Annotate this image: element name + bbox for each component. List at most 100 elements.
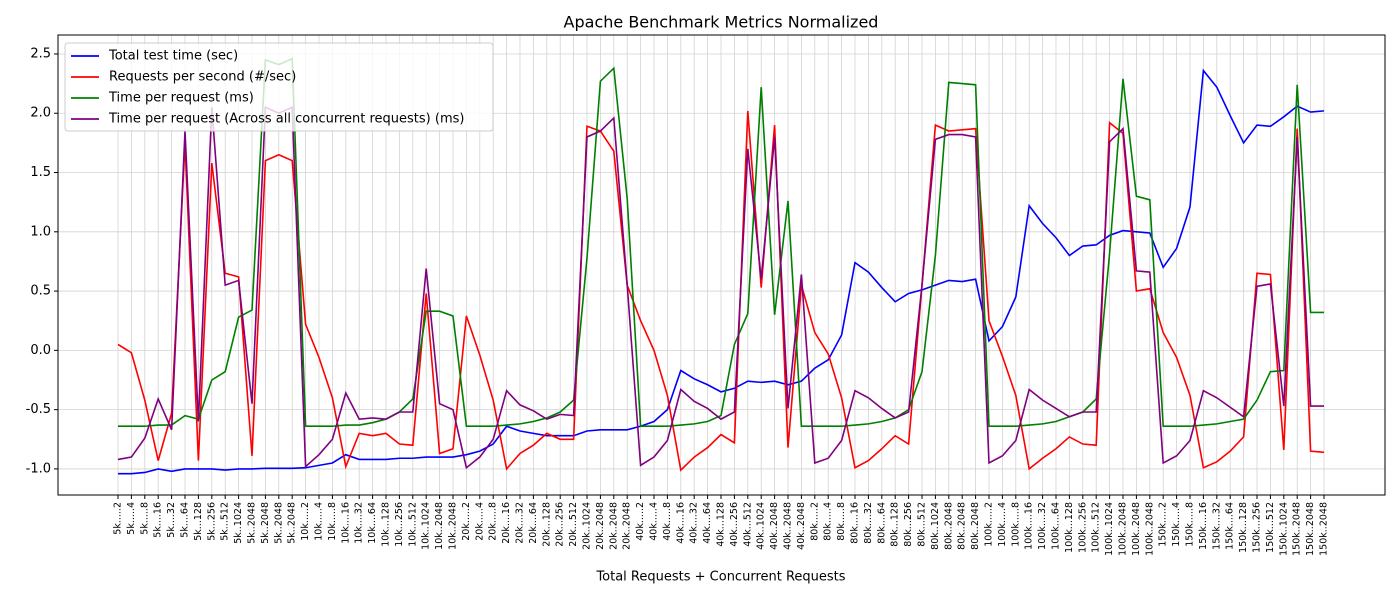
x-tick-label: 5k..2048 [260, 502, 271, 544]
x-axis-label: Total Requests + Concurrent Requests [595, 570, 845, 585]
x-tick-label: 40k..2048 [783, 502, 794, 550]
x-tick-label: 5k...512 [220, 502, 231, 541]
y-tick-label: 0.5 [30, 284, 51, 299]
x-tick-label: 5k...256 [206, 502, 217, 541]
x-tick-label: 40k...256 [729, 502, 740, 547]
series-line [118, 57, 1324, 428]
x-tick-label: 20k..2048 [622, 502, 633, 550]
x-tick-label: 100k....32 [1037, 502, 1048, 550]
x-tick-label: 40k....16 [675, 502, 686, 544]
x-tick-label: 20k.....8 [488, 502, 499, 541]
x-tick-label: 5k.....8 [139, 502, 150, 535]
x-tick-label: 40k....64 [702, 502, 713, 544]
legend-label: Time per request (ms) [108, 91, 254, 106]
y-tick-label: 2.5 [30, 46, 51, 61]
x-tick-label: 150k....64 [1225, 502, 1236, 550]
x-tick-label: 100k..2048 [1118, 502, 1129, 556]
x-tick-label: 80k..2048 [970, 502, 981, 550]
x-tick-label: 10k...256 [394, 502, 405, 547]
x-tick-label: 100k.....4 [997, 502, 1008, 547]
plot-frame [57, 34, 1386, 496]
y-tick-label: -0.5 [26, 402, 51, 417]
chart-title: Apache Benchmark Metrics Normalized [564, 13, 879, 32]
x-tick-label: 150k..1024 [1278, 502, 1289, 556]
legend-box [64, 42, 494, 132]
series-line [118, 68, 1325, 475]
x-tick-label: 80k..1024 [930, 502, 941, 550]
x-tick-label: 10k..2048 [434, 502, 445, 550]
x-tick-label: 10k.....8 [327, 502, 338, 541]
x-tick-label: 5k..1024 [233, 502, 244, 544]
x-tick-label: 5k....64 [180, 502, 191, 538]
x-tick-label: 5k..2048 [273, 502, 284, 544]
x-tick-label: 10k...128 [381, 502, 392, 547]
x-tick-label: 150k.....4 [1171, 502, 1182, 547]
x-tick-label: 5k.....4 [126, 502, 137, 535]
x-tick-label: 80k...512 [917, 502, 928, 547]
x-tick-label: 150k...128 [1238, 502, 1249, 553]
x-tick-label: 150k...512 [1265, 502, 1276, 553]
x-tick-label: 150k..2048 [1305, 502, 1316, 556]
x-tick-label: 100k...128 [1064, 502, 1075, 553]
x-tick-label: 80k....64 [876, 502, 887, 544]
x-tick-label: 20k.....4 [474, 502, 485, 541]
x-tick-label: 20k....64 [528, 502, 539, 544]
x-tick-label: 100k.....8 [1010, 502, 1021, 547]
x-tick-label: 80k..2048 [943, 502, 954, 550]
x-tick-label: 150k...256 [1252, 502, 1263, 553]
y-tick-label: 2.0 [30, 106, 51, 121]
x-tick-label: 5k.....2 [113, 502, 124, 535]
x-tick-label: 20k....16 [501, 502, 512, 544]
x-tick-label: 20k..2048 [608, 502, 619, 550]
y-tick-label: 1.0 [30, 224, 51, 239]
x-tick-label: 80k....32 [863, 502, 874, 544]
x-tick-label: 40k....32 [689, 502, 700, 544]
x-tick-label: 80k...128 [890, 502, 901, 547]
x-tick-label: 80k.....2 [809, 502, 820, 541]
x-tick-label: 100k...256 [1077, 502, 1088, 553]
x-tick-label: 5k..2048 [247, 502, 258, 544]
x-tick-label: 100k..1024 [1104, 502, 1115, 556]
x-tick-label: 150k..2048 [1319, 502, 1330, 556]
legend-label: Requests per second (#/sec) [109, 70, 296, 85]
x-tick-label: 100k.....2 [984, 502, 995, 547]
x-tick-label: 80k..2048 [957, 502, 968, 550]
x-tick-label: 40k...128 [716, 502, 727, 547]
x-tick-label: 100k....64 [1051, 502, 1062, 550]
x-tick-label: 10k...512 [407, 502, 418, 547]
x-tick-label: 20k....32 [515, 502, 526, 544]
x-tick-label: 5k....32 [166, 502, 177, 538]
x-tick-label: 10k..1024 [421, 502, 432, 550]
x-tick-label: 100k..2048 [1131, 502, 1142, 556]
series-line [117, 106, 1324, 470]
x-tick-label: 40k.....2 [635, 502, 646, 541]
x-tick-label: 10k..2048 [448, 502, 459, 550]
x-tick-label: 10k....32 [354, 502, 365, 544]
x-tick-label: 20k.....2 [461, 502, 472, 541]
x-tick-label: 80k....16 [850, 502, 861, 544]
x-tick-label: 80k.....8 [836, 502, 847, 541]
x-tick-label: 80k...256 [903, 502, 914, 547]
x-tick-label: 5k...128 [193, 502, 204, 541]
x-tick-label: 10k....16 [340, 502, 351, 544]
x-tick-label: 100k...512 [1091, 502, 1102, 553]
x-tick-label: 80k.....4 [823, 502, 834, 541]
x-tick-label: 5k....16 [153, 502, 164, 538]
x-tick-label: 20k..1024 [582, 502, 593, 550]
x-tick-label: 20k...512 [568, 502, 579, 547]
x-tick-label: 40k..2048 [796, 502, 807, 550]
x-tick-label: 150k....16 [1198, 502, 1209, 550]
x-tick-label: 10k.....4 [314, 502, 325, 541]
legend: Total test time (sec) Requests per second… [64, 42, 494, 132]
legend-label: Total test time (sec) [108, 49, 238, 64]
x-tick-label: 40k.....4 [649, 502, 660, 541]
x-tick-label: 100k..2048 [1144, 502, 1155, 556]
x-tick-label: 150k.....8 [1185, 502, 1196, 547]
x-tick-label: 40k..1024 [756, 502, 767, 550]
x-tick-label: 20k...256 [555, 502, 566, 547]
x-tick-label: 40k...512 [742, 502, 753, 547]
legend-label: Time per request (Across all concurrent … [108, 112, 464, 127]
x-tick-label: 40k.....8 [662, 502, 673, 541]
